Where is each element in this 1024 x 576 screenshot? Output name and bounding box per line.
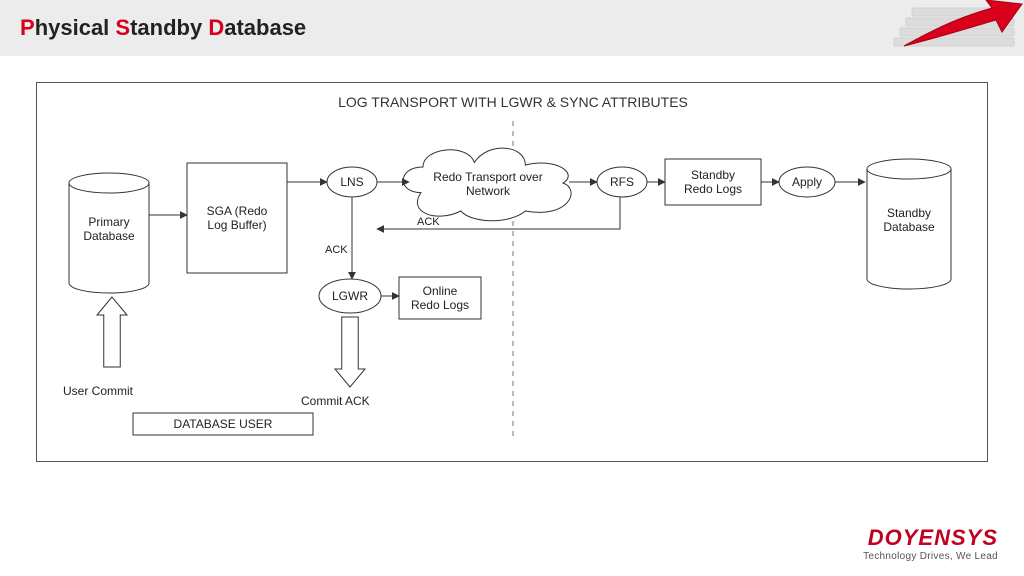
node-standby-logs: StandbyRedo Logs	[665, 159, 761, 205]
block-arrow-commit-ack: Commit ACK	[301, 317, 370, 408]
node-label: Online	[423, 284, 458, 298]
title-hl-3: D	[208, 15, 224, 40]
node-label: Database	[883, 220, 935, 234]
footer: DOYENSYS Technology Drives, We Lead	[863, 525, 998, 562]
header-decoration	[874, 0, 1024, 64]
slide-header: Physical Standby Database	[0, 0, 1024, 56]
node-rfs: RFS	[597, 167, 647, 197]
diagram-container: LOG TRANSPORT WITH LGWR & SYNC ATTRIBUTE…	[0, 56, 1024, 462]
node-label: Database	[83, 229, 135, 243]
node-cloud: Redo Transport overNetwork	[403, 148, 571, 221]
title-part-2: tandby	[130, 15, 208, 40]
node-online-logs: OnlineRedo Logs	[399, 277, 481, 319]
title-part-3: atabase	[224, 15, 306, 40]
diagram-title: LOG TRANSPORT WITH LGWR & SYNC ATTRIBUTE…	[338, 94, 688, 110]
block-arrow-user-commit: User Commit	[63, 297, 134, 398]
node-label: Standby	[691, 168, 735, 182]
node-lgwr: LGWR	[319, 279, 381, 313]
diagram-box: LOG TRANSPORT WITH LGWR & SYNC ATTRIBUTE…	[36, 82, 988, 462]
node-label: Apply	[792, 175, 822, 189]
node-primary-db: PrimaryDatabase	[69, 173, 149, 293]
diagram-svg: LOG TRANSPORT WITH LGWR & SYNC ATTRIBUTE…	[37, 83, 989, 463]
node-label: Redo Logs	[411, 298, 469, 312]
title-hl-1: P	[20, 15, 35, 40]
node-label: LGWR	[332, 289, 368, 303]
arrow-label-lns-to-lgwr: ACK	[325, 244, 348, 256]
block-arrow-commit-ack-label: Commit ACK	[301, 394, 370, 408]
brand-logo: DOYENSYS	[863, 525, 998, 551]
slide-title: Physical Standby Database	[20, 15, 306, 41]
title-hl-2: S	[115, 15, 130, 40]
node-label: Network	[466, 184, 511, 198]
node-label: Log Buffer)	[207, 218, 266, 232]
title-part-1: hysical	[35, 15, 116, 40]
node-label: Standby	[887, 206, 931, 220]
node-lns: LNS	[327, 167, 377, 197]
node-label: RFS	[610, 175, 634, 189]
node-apply: Apply	[779, 167, 835, 197]
node-label: Redo Transport over	[433, 170, 542, 184]
node-label: Primary	[88, 215, 129, 229]
brand-tagline: Technology Drives, We Lead	[863, 551, 998, 562]
node-label: Redo Logs	[684, 182, 742, 196]
arrow-label-rfs-ack-lns-poly: ACK	[417, 216, 440, 228]
node-db-user-box: DATABASE USER	[133, 413, 313, 435]
node-label: DATABASE USER	[174, 417, 273, 431]
node-label: LNS	[340, 175, 363, 189]
node-standby-db: StandbyDatabase	[867, 159, 951, 289]
block-arrow-user-commit-label: User Commit	[63, 384, 134, 398]
node-sga: SGA (RedoLog Buffer)	[187, 163, 287, 273]
node-label: SGA (Redo	[207, 204, 268, 218]
